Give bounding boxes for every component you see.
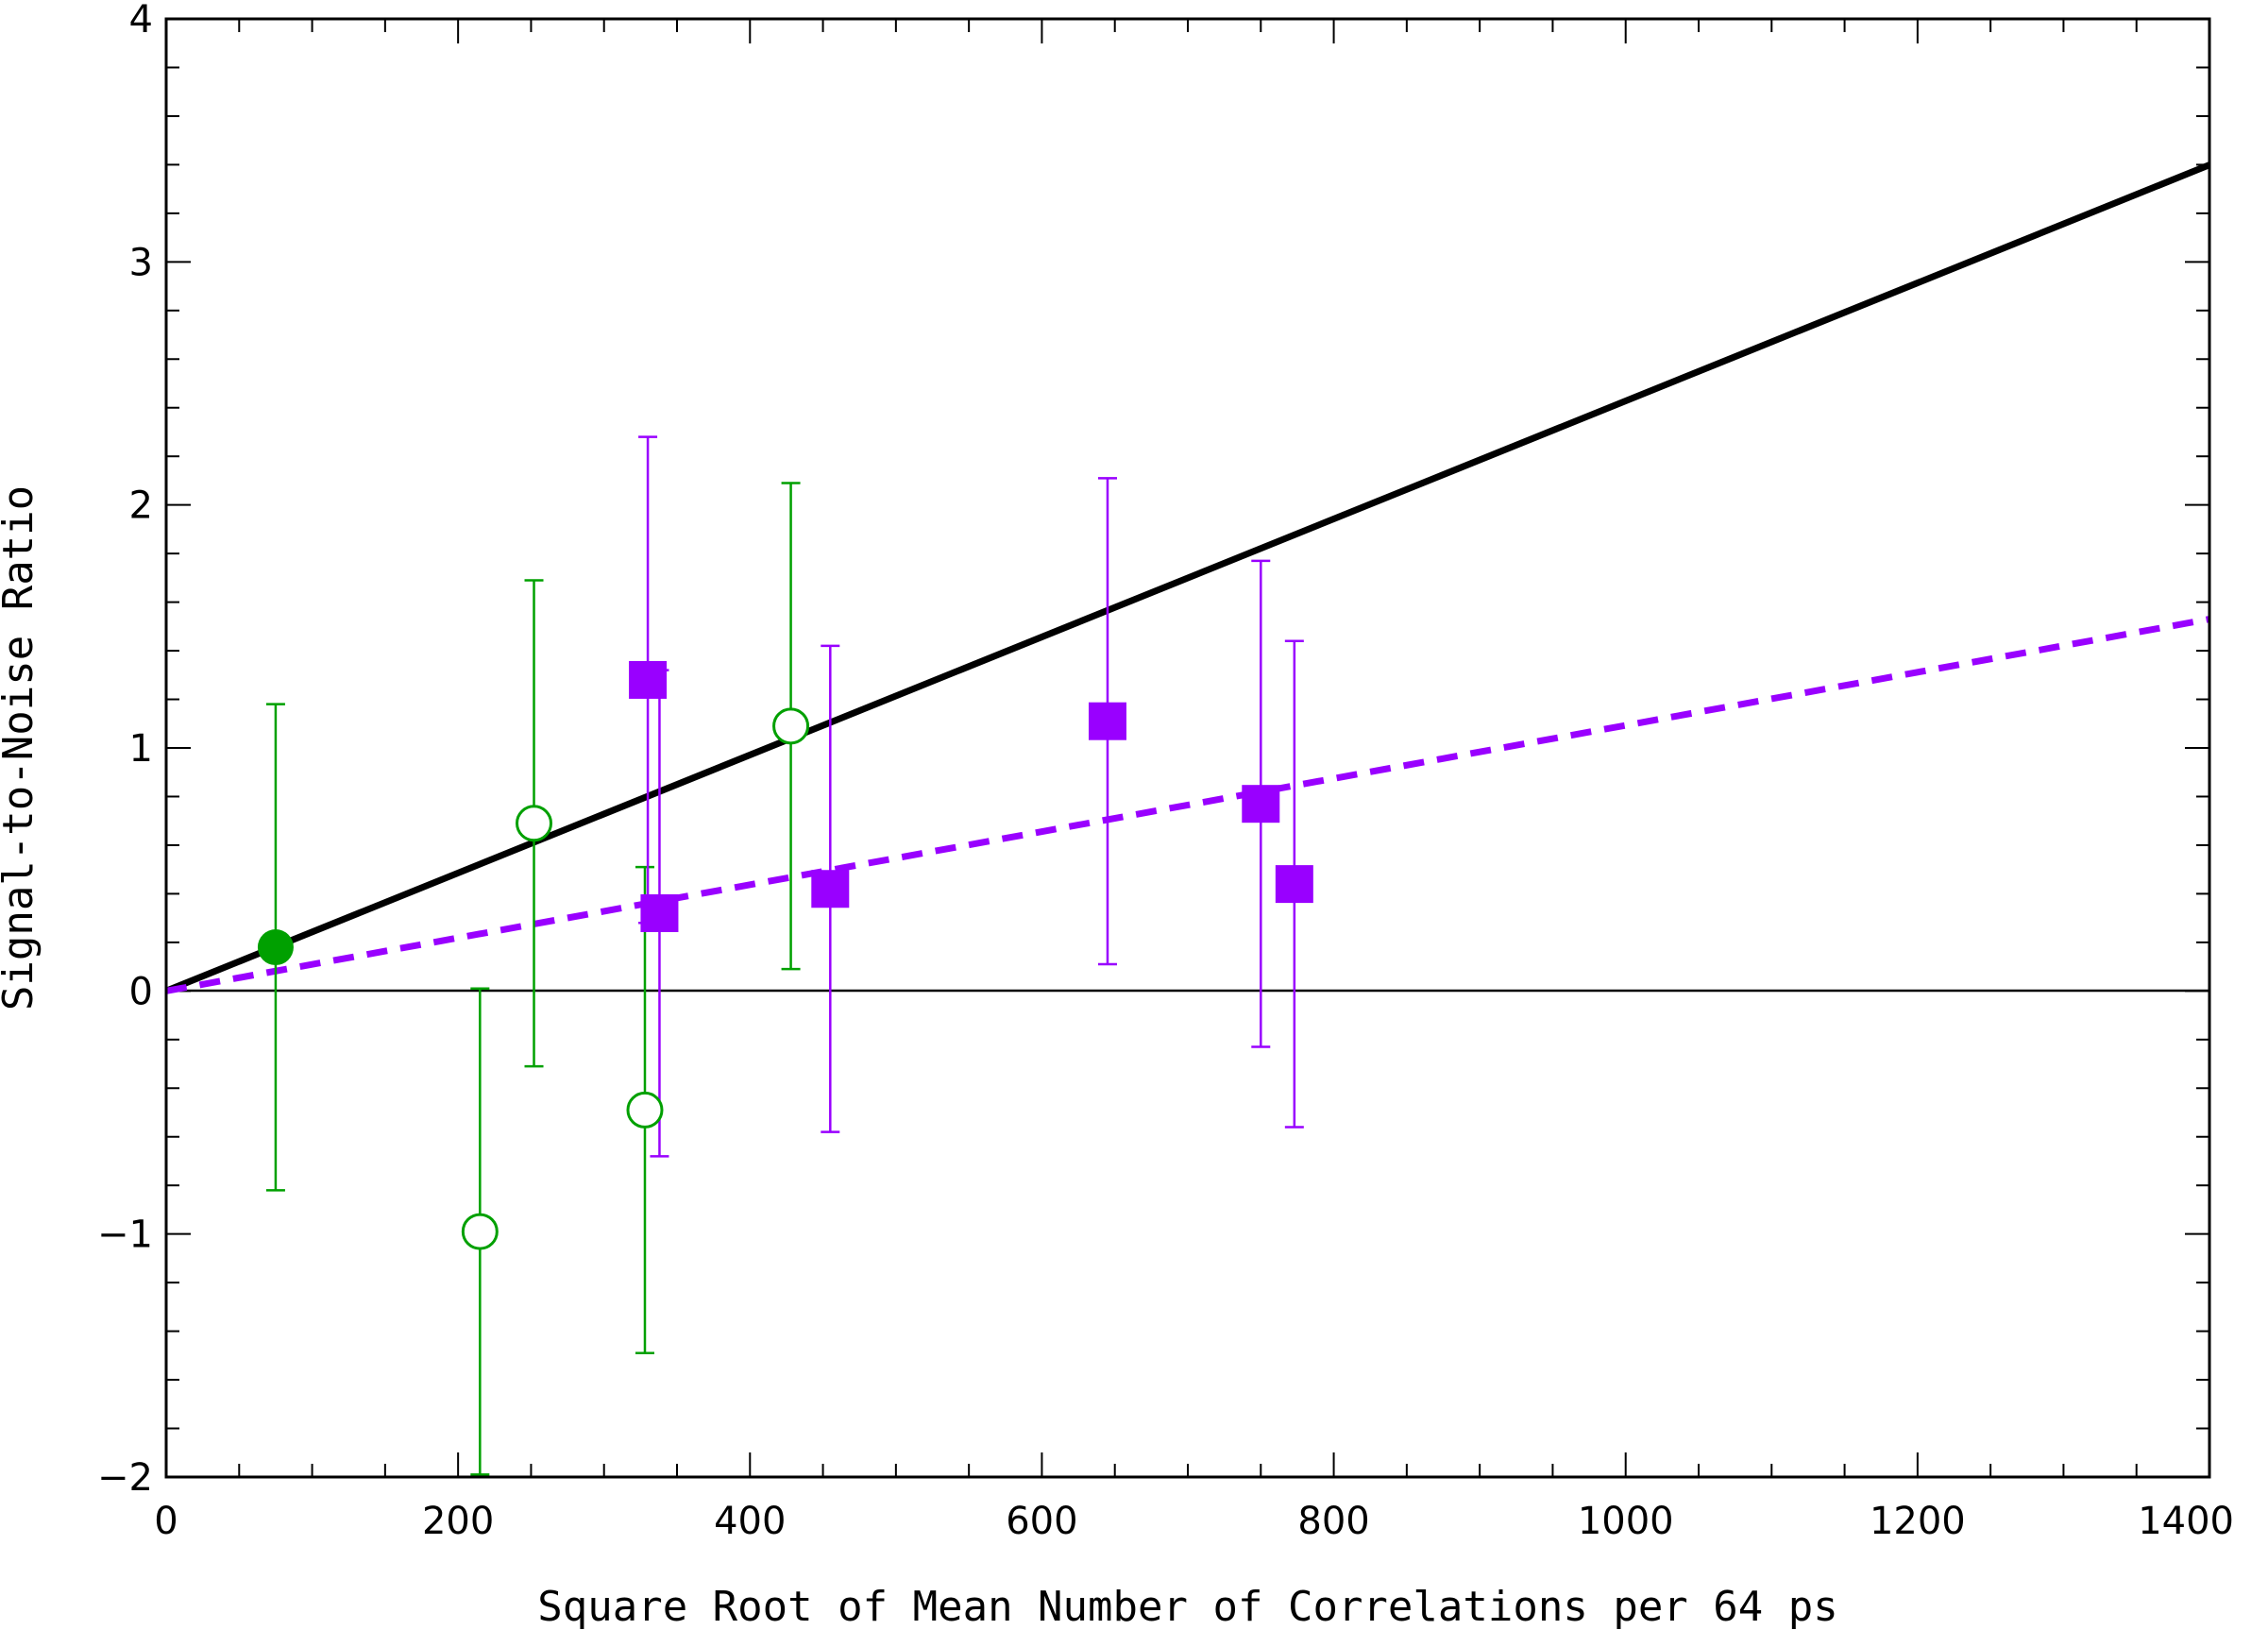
y-tick-label: 3 <box>129 241 153 284</box>
data-point-filled-circle <box>257 929 294 966</box>
x-tick-label: 1000 <box>1578 1500 1674 1543</box>
data-point-filled-square <box>1275 865 1313 904</box>
data-point-open-circle <box>516 805 553 842</box>
y-tick-labels: −2 −1 0 1 2 3 4 <box>97 0 153 1500</box>
major-ticks <box>165 18 2210 1478</box>
data-point-filled-square <box>1242 785 1280 823</box>
y-tick-label: 4 <box>129 0 153 42</box>
fit-lines <box>166 161 2209 994</box>
y-axis-title: Signal-to-Noise Ratio <box>0 485 42 1010</box>
x-tick-label: 200 <box>422 1500 494 1543</box>
data-point-filled-square <box>640 893 679 932</box>
x-tick-label: 1400 <box>2138 1500 2234 1543</box>
data-point-open-circle <box>626 1091 664 1129</box>
x-tick-label: 0 <box>154 1500 178 1543</box>
y-tick-label: −1 <box>97 1214 153 1257</box>
y-tick-label: 1 <box>129 727 153 771</box>
data-point-filled-square <box>811 870 850 908</box>
data-point-filled-square <box>629 660 668 699</box>
fit-line-dashed <box>166 616 2209 994</box>
data-point-open-circle <box>461 1213 499 1250</box>
x-tick-label: 400 <box>714 1500 786 1543</box>
data-point-open-circle <box>772 707 810 745</box>
x-axis-title: Square Root of Mean Number of Correlatio… <box>537 1583 1838 1630</box>
y-tick-label: 0 <box>129 970 153 1013</box>
plot-frame <box>164 17 2211 1479</box>
markers <box>257 660 1313 1250</box>
y-tick-label: −2 <box>97 1456 153 1500</box>
x-tick-labels: 0 200 400 600 800 1000 1200 1400 <box>154 1500 2234 1543</box>
fit-line-solid <box>166 161 2209 994</box>
y-tick-label: 2 <box>129 484 153 528</box>
minor-ticks <box>166 19 2209 1477</box>
x-tick-label: 800 <box>1297 1500 1369 1543</box>
data-point-filled-square <box>1088 702 1126 740</box>
x-tick-label: 1200 <box>1870 1500 1966 1543</box>
x-tick-label: 600 <box>1006 1500 1077 1543</box>
